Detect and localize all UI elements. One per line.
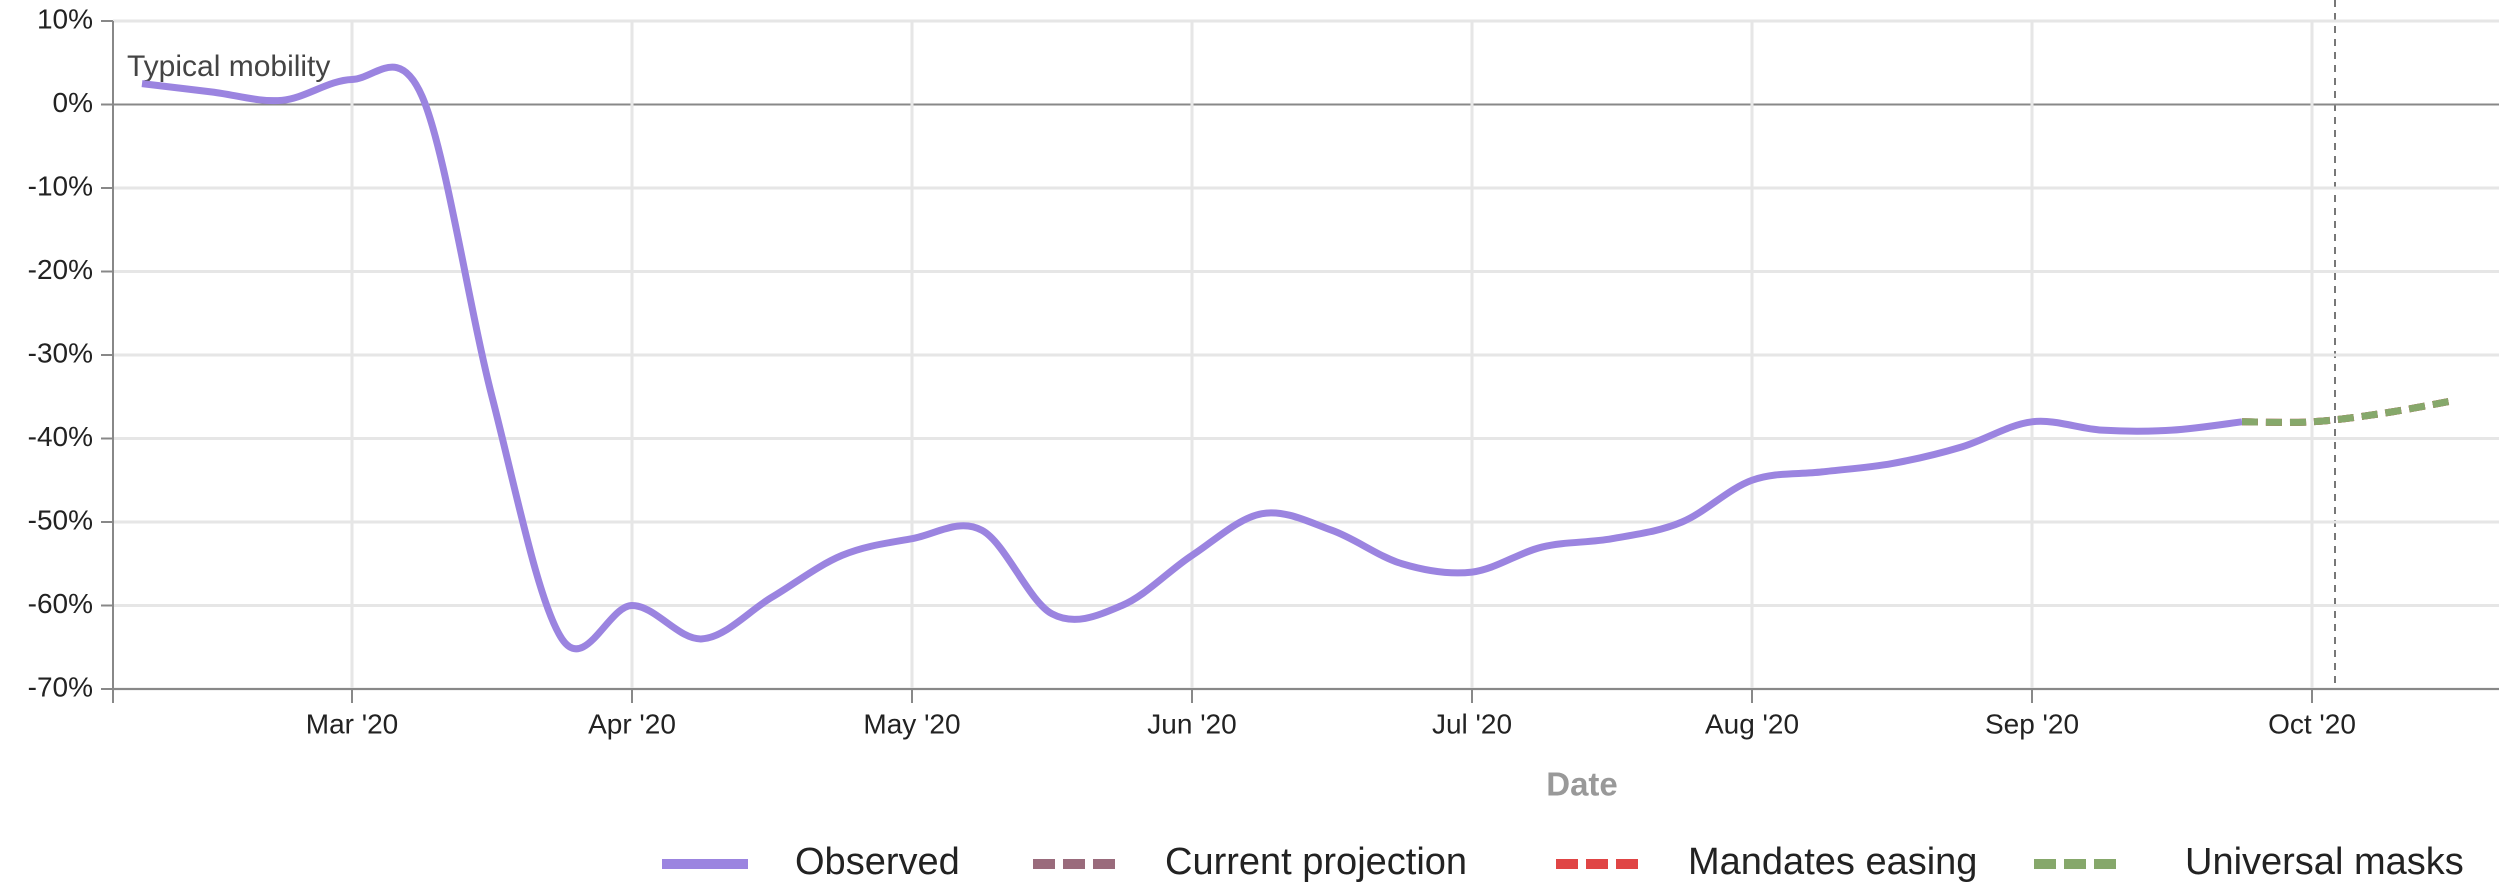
series-line [141,63,2243,653]
x-tick-label: Aug '20 [1705,708,1799,739]
x-tick-label: Apr '20 [588,708,676,739]
legend-label: Universal masks [2185,841,2464,883]
x-tick-label: Jul '20 [1432,708,1512,739]
legend-label: Current projection [1165,841,1467,883]
y-tick-label: -20% [28,254,93,285]
x-tick-label: May '20 [863,708,960,739]
x-tick-label: Sep '20 [1985,708,2079,739]
legend-label: Observed [795,841,960,883]
y-tick-label: -60% [28,588,93,619]
plot: 10% 0% -10% -20% -30% -40% -50% -60% -70% Mar '20… [28,3,2499,883]
y-tick-label: -50% [28,504,93,535]
series-line [2241,397,2453,426]
annotation: Typical mobility [127,50,330,83]
y-tick-label: 0% [53,87,93,118]
y-tick-label: -30% [28,337,93,368]
x-tick-label: Oct '20 [2268,708,2356,739]
legend-label: Mandates easing [1688,841,1977,883]
y-tick-label: 10% [37,3,93,34]
y-tick-label: -10% [28,170,93,201]
x-tick-label: Mar '20 [306,708,399,739]
x-axis-label: Date [1546,766,1618,803]
y-tick-label: -40% [28,421,93,452]
x-tick-label: Jun '20 [1147,708,1236,739]
y-tick-label: -70% [28,671,93,702]
